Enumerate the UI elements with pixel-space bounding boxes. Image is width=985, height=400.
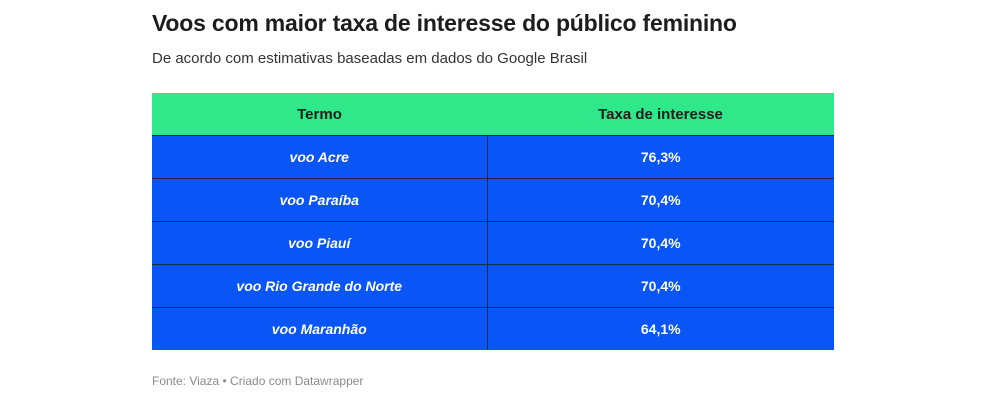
cell-rate: 70,4% — [487, 264, 834, 308]
table-row: voo Maranhão 64,1% — [152, 307, 834, 350]
data-table: Termo Taxa de interesse voo Acre 76,3% v… — [152, 93, 834, 350]
table-row: voo Rio Grande do Norte 70,4% — [152, 264, 834, 308]
chart-title: Voos com maior taxa de interesse do públ… — [152, 10, 737, 36]
cell-rate: 70,4% — [487, 178, 834, 222]
source-footer: Fonte: Viaza • Criado com Datawrapper — [152, 374, 364, 388]
table-row: voo Acre 76,3% — [152, 135, 834, 179]
cell-term: voo Piauí — [152, 221, 488, 265]
chart-subtitle: De acordo com estimativas baseadas em da… — [152, 50, 588, 67]
cell-rate: 64,1% — [487, 307, 834, 350]
column-header-rate: Taxa de interesse — [487, 93, 834, 136]
table-header-row: Termo Taxa de interesse — [152, 93, 834, 136]
cell-rate: 76,3% — [487, 135, 834, 179]
cell-term: voo Maranhão — [152, 307, 488, 350]
cell-rate: 70,4% — [487, 221, 834, 265]
cell-term: voo Paraíba — [152, 178, 488, 222]
table-row: voo Paraíba 70,4% — [152, 178, 834, 222]
column-header-term: Termo — [152, 93, 487, 136]
cell-term: voo Acre — [152, 135, 488, 179]
table-row: voo Piauí 70,4% — [152, 221, 834, 265]
cell-term: voo Rio Grande do Norte — [152, 264, 488, 308]
